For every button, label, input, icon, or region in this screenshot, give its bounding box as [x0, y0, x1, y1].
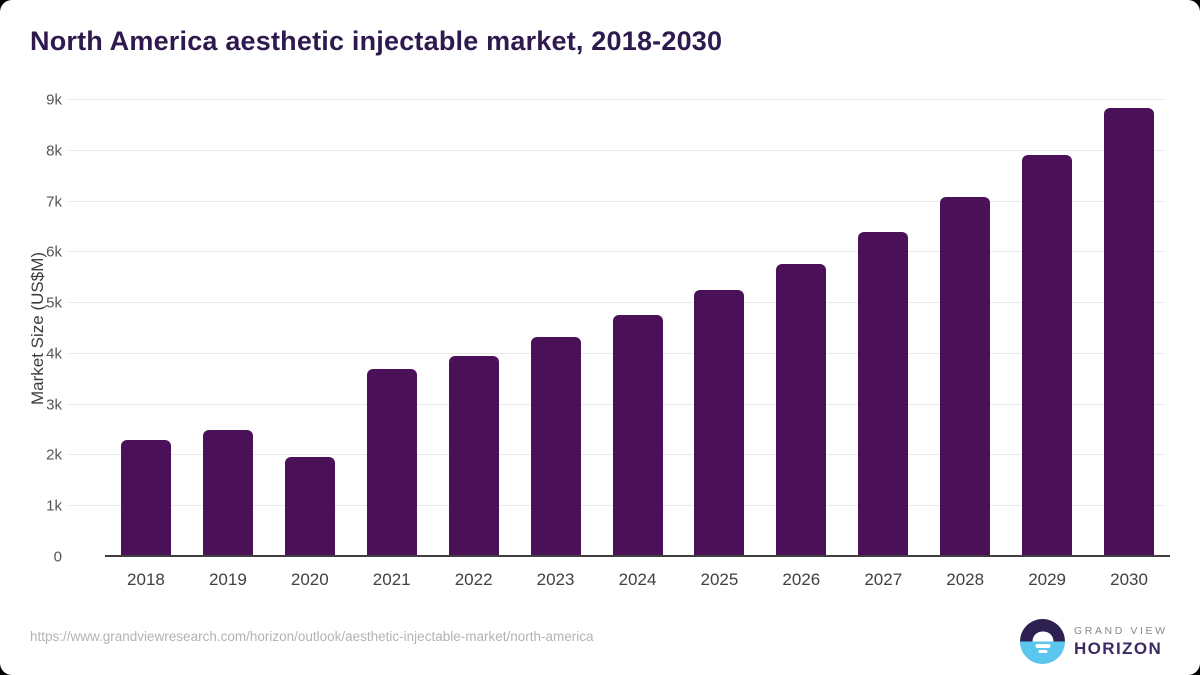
logo-product-name: HORIZON: [1074, 638, 1163, 658]
x-tick-label: 2021: [372, 570, 411, 589]
gridline: [68, 251, 1165, 253]
y-tick-label: 9k: [46, 91, 62, 109]
x-tick-label: 2029: [1028, 570, 1067, 589]
y-axis-title: Market Size (US$M): [28, 251, 47, 406]
logo-text: GRAND VIEW HORIZON: [1074, 625, 1168, 659]
bar-2029: [1022, 155, 1073, 555]
gridline: [68, 302, 1165, 304]
x-tick-label: 2018: [127, 570, 165, 589]
bar-2022: [448, 355, 499, 555]
bar-2020: [284, 457, 335, 555]
gridline: [68, 200, 1165, 202]
x-axis-labels: 2018 2019 2020 2021 2022 2023 2024 2025 2026 2027…: [105, 570, 1170, 594]
y-tick-label: 5k: [46, 294, 62, 312]
bar-2024: [612, 314, 663, 555]
bar-2030: [1104, 108, 1155, 555]
horizon-dash-shape: [1035, 644, 1050, 648]
gridline: [68, 99, 1165, 100]
bar-2028: [940, 196, 991, 555]
y-tick-label: 1k: [46, 497, 62, 515]
x-tick-label: 2024: [618, 570, 657, 589]
bar-2027: [858, 231, 909, 555]
grandview-horizon-logo: GRAND VIEW HORIZON: [1020, 619, 1168, 664]
x-tick-label: 2019: [208, 570, 247, 589]
x-tick-label: 2027: [864, 570, 903, 589]
bar-2021: [366, 368, 417, 555]
x-tick-label: 2023: [536, 570, 575, 589]
x-axis-line: [105, 555, 1170, 557]
y-tick-label: 6k: [46, 243, 62, 261]
x-tick-label: 2028: [946, 570, 985, 589]
x-tick-label: 2022: [454, 570, 493, 589]
source-url: https://www.grandviewresearch.com/horizo…: [30, 629, 594, 644]
plot-area: 0 1k 2k 3k 4k 5k 6k 7k 8k 9k: [46, 92, 1170, 566]
y-tick-label: 7k: [46, 193, 62, 211]
y-tick-label: 0: [53, 548, 62, 566]
bar-2018: [120, 439, 171, 555]
x-tick-label: 2026: [782, 570, 821, 589]
y-tick-label: 4k: [46, 345, 62, 363]
y-tick-label: 8k: [46, 142, 62, 160]
bar-2025: [694, 290, 745, 555]
logo-brand-name: GRAND VIEW: [1074, 624, 1168, 637]
horizon-sun-icon: [1020, 619, 1065, 664]
bar-2023: [530, 336, 581, 555]
y-tick-label: 3k: [46, 396, 62, 414]
bar-2026: [776, 263, 827, 555]
bar-2019: [202, 430, 253, 555]
horizon-dash-shape: [1038, 650, 1047, 653]
x-tick-label: 2025: [700, 570, 739, 589]
gridline: [68, 149, 1165, 151]
x-tick-label: 2020: [290, 570, 329, 589]
y-tick-label: 2k: [46, 446, 62, 464]
x-tick-label: 2030: [1110, 570, 1148, 589]
sun-arch-shape: [1032, 631, 1053, 642]
chart-title: North America aesthetic injectable marke…: [30, 26, 723, 56]
